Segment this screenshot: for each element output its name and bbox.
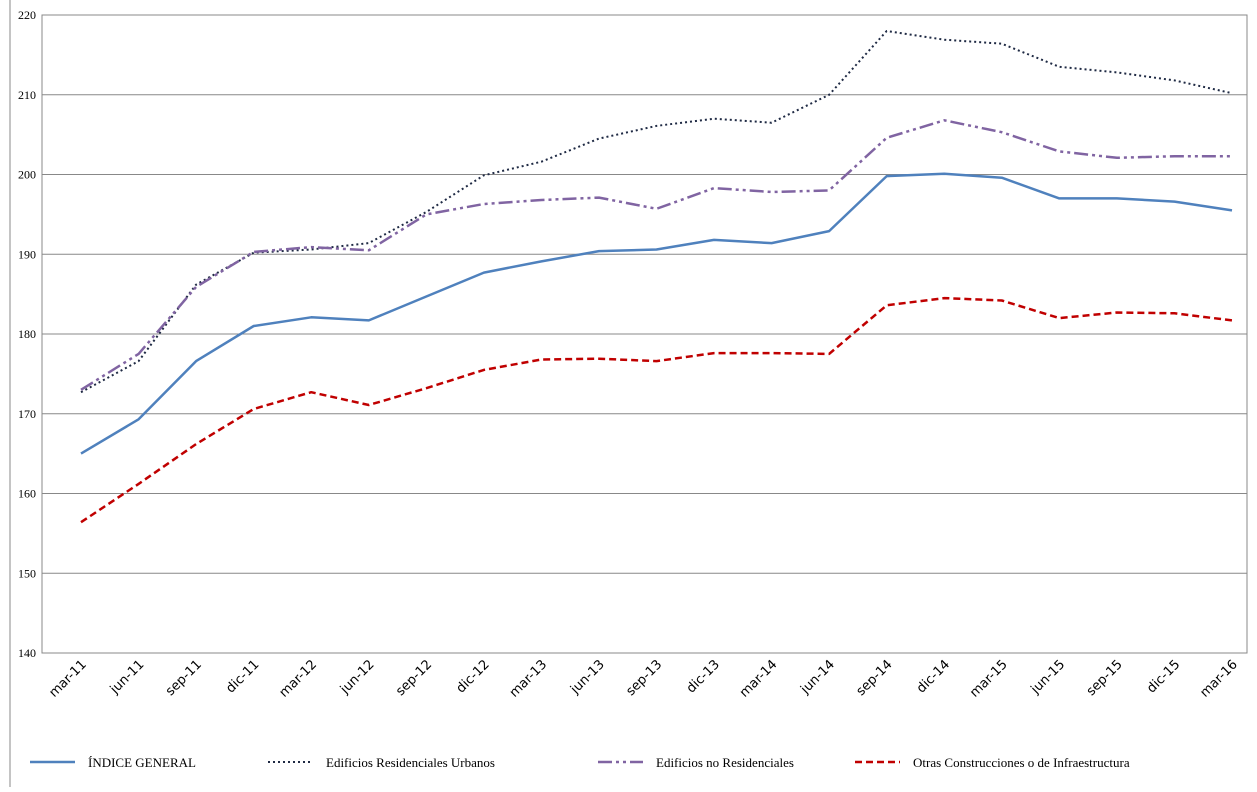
legend-label: ÍNDICE GENERAL — [88, 755, 196, 770]
x-tick-label: mar-16 — [1197, 657, 1240, 700]
x-tick-label: jun-14 — [797, 657, 838, 698]
y-tick-label: 160 — [18, 487, 36, 501]
legend-label: Edificios Residenciales Urbanos — [326, 755, 495, 770]
x-tick-label: jun-13 — [567, 657, 608, 698]
y-tick-label: 150 — [18, 566, 36, 580]
x-tick-label: dic-11 — [223, 657, 262, 696]
x-tick-label: sep-14 — [854, 657, 896, 699]
x-tick-label: jun-12 — [337, 657, 378, 698]
series-line — [80, 119, 1232, 391]
y-tick-label: 170 — [18, 407, 36, 421]
x-tick-label: mar-13 — [507, 657, 550, 700]
y-tick-label: 220 — [18, 8, 36, 22]
x-tick-label: mar-12 — [277, 657, 320, 700]
x-tick-label: sep-15 — [1084, 657, 1126, 699]
x-tick-label: mar-11 — [46, 657, 89, 700]
x-tick-label: jun-11 — [107, 657, 148, 698]
x-tick-label: sep-12 — [393, 657, 435, 699]
y-tick-label: 180 — [18, 327, 36, 341]
legend-label: Edificios no Residenciales — [656, 755, 794, 770]
x-tick-label: jun-15 — [1028, 657, 1069, 698]
series-line — [80, 172, 1233, 455]
y-tick-label: 200 — [18, 168, 36, 182]
y-tick-label: 190 — [18, 247, 36, 261]
x-tick-label: dic-14 — [914, 657, 953, 696]
series-line — [80, 296, 1233, 524]
x-tick-label: dic-15 — [1144, 657, 1183, 696]
x-tick-label: dic-12 — [454, 657, 493, 696]
x-tick-label: dic-13 — [684, 657, 723, 696]
y-tick-label: 210 — [18, 88, 36, 102]
x-tick-label: sep-13 — [623, 657, 665, 699]
x-tick-label: sep-11 — [163, 657, 205, 699]
series-line — [80, 30, 1233, 394]
y-tick-label: 140 — [18, 646, 36, 660]
x-tick-label: mar-15 — [967, 657, 1010, 700]
legend-label: Otras Construcciones o de Infraestructur… — [913, 755, 1130, 770]
x-tick-label: mar-14 — [737, 657, 780, 700]
